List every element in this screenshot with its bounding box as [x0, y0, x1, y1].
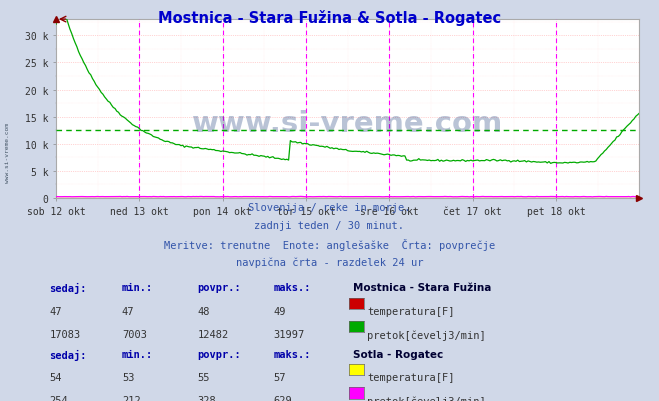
Text: Meritve: trenutne  Enote: anglešaške  Črta: povprečje: Meritve: trenutne Enote: anglešaške Črta… [164, 239, 495, 251]
Text: 53: 53 [122, 372, 134, 382]
Text: povpr.:: povpr.: [198, 283, 241, 293]
Text: www.si-vreme.com: www.si-vreme.com [192, 109, 503, 138]
Text: 212: 212 [122, 395, 140, 401]
Text: min.:: min.: [122, 349, 153, 359]
Text: Mostnica - Stara Fužina & Sotla - Rogatec: Mostnica - Stara Fužina & Sotla - Rogate… [158, 10, 501, 26]
Text: 7003: 7003 [122, 329, 147, 339]
Text: Slovenija / reke in morje.: Slovenija / reke in morje. [248, 203, 411, 213]
Text: Sotla - Rogatec: Sotla - Rogatec [353, 349, 443, 359]
Text: navpična črta - razdelek 24 ur: navpična črta - razdelek 24 ur [236, 257, 423, 267]
Text: zadnji teden / 30 minut.: zadnji teden / 30 minut. [254, 221, 405, 231]
Text: maks.:: maks.: [273, 349, 311, 359]
Text: maks.:: maks.: [273, 283, 311, 293]
Text: povpr.:: povpr.: [198, 349, 241, 359]
Text: Mostnica - Stara Fužina: Mostnica - Stara Fužina [353, 283, 491, 293]
Text: sedaj:: sedaj: [49, 349, 87, 360]
Text: temperatura[F]: temperatura[F] [367, 306, 455, 316]
Text: 48: 48 [198, 306, 210, 316]
Text: 57: 57 [273, 372, 286, 382]
Text: 49: 49 [273, 306, 286, 316]
Text: 629: 629 [273, 395, 292, 401]
Text: 47: 47 [49, 306, 62, 316]
Text: 12482: 12482 [198, 329, 229, 339]
Text: www.si-vreme.com: www.si-vreme.com [5, 122, 11, 182]
Text: 31997: 31997 [273, 329, 304, 339]
Text: 17083: 17083 [49, 329, 80, 339]
Text: 54: 54 [49, 372, 62, 382]
Text: pretok[čevelj3/min]: pretok[čevelj3/min] [367, 395, 486, 401]
Text: 47: 47 [122, 306, 134, 316]
Text: pretok[čevelj3/min]: pretok[čevelj3/min] [367, 329, 486, 340]
Text: 55: 55 [198, 372, 210, 382]
Text: sedaj:: sedaj: [49, 283, 87, 294]
Text: 328: 328 [198, 395, 216, 401]
Text: 254: 254 [49, 395, 68, 401]
Text: min.:: min.: [122, 283, 153, 293]
Text: temperatura[F]: temperatura[F] [367, 372, 455, 382]
